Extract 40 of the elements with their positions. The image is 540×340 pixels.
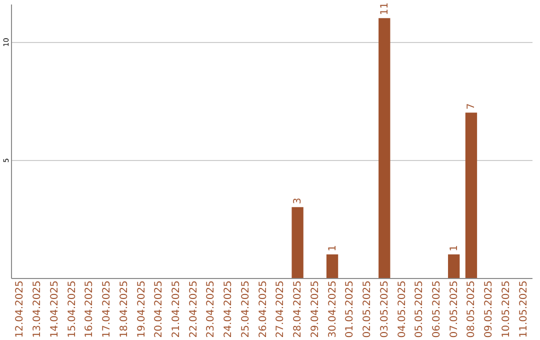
x-tick-label: 03.05.2025	[379, 280, 390, 338]
data-label: 3	[292, 198, 304, 204]
x-tick-label: 09.05.2025	[484, 280, 495, 338]
x-tick-label: 14.04.2025	[49, 280, 60, 338]
x-tick-label: 07.05.2025	[448, 280, 460, 338]
x-tick-label: 12.04.2025	[14, 280, 26, 338]
x-tick-label: 24.04.2025	[223, 280, 234, 338]
x-tick-label: 25.04.2025	[240, 280, 252, 338]
x-tick-label: 22.04.2025	[188, 280, 200, 338]
x-tick-label: 02.05.2025	[362, 280, 374, 338]
x-tick-label: 18.04.2025	[118, 280, 130, 338]
x-tick-label: 17.04.2025	[102, 280, 113, 338]
x-tick-label: 11.05.2025	[518, 280, 530, 338]
data-label: 1	[327, 245, 338, 252]
x-tick-label: 08.05.2025	[466, 280, 478, 338]
x-tick-label: 10.05.2025	[500, 280, 512, 338]
bar	[378, 18, 390, 278]
x-tick-label: 19.04.2025	[136, 280, 148, 338]
x-tick-label: 06.05.2025	[431, 280, 442, 338]
data-label: 7	[466, 103, 478, 110]
bar	[465, 112, 478, 278]
x-tick-label: 20.04.2025	[154, 280, 165, 338]
x-tick-label: 16.04.2025	[84, 280, 96, 338]
x-tick-label: 30.04.2025	[327, 280, 338, 338]
bar	[326, 254, 338, 278]
bar	[292, 207, 304, 278]
x-tick-label: 01.05.2025	[344, 280, 356, 338]
data-label: 1	[448, 245, 460, 252]
data-label: 11	[379, 2, 390, 16]
x-tick-label: 27.04.2025	[275, 280, 286, 338]
x-tick-label: 23.04.2025	[206, 280, 217, 338]
x-tick-label: 13.04.2025	[32, 280, 44, 338]
x-tick-label: 15.04.2025	[66, 280, 78, 338]
x-tick-label: 21.04.2025	[170, 280, 182, 338]
bar	[448, 254, 460, 278]
x-tick-label: 05.05.2025	[414, 280, 426, 338]
x-tick-label: 26.04.2025	[258, 280, 269, 338]
x-tick-label: 28.04.2025	[292, 280, 304, 338]
x-tick-label: 04.05.2025	[396, 280, 408, 338]
x-tick-label: 29.04.2025	[310, 280, 321, 338]
